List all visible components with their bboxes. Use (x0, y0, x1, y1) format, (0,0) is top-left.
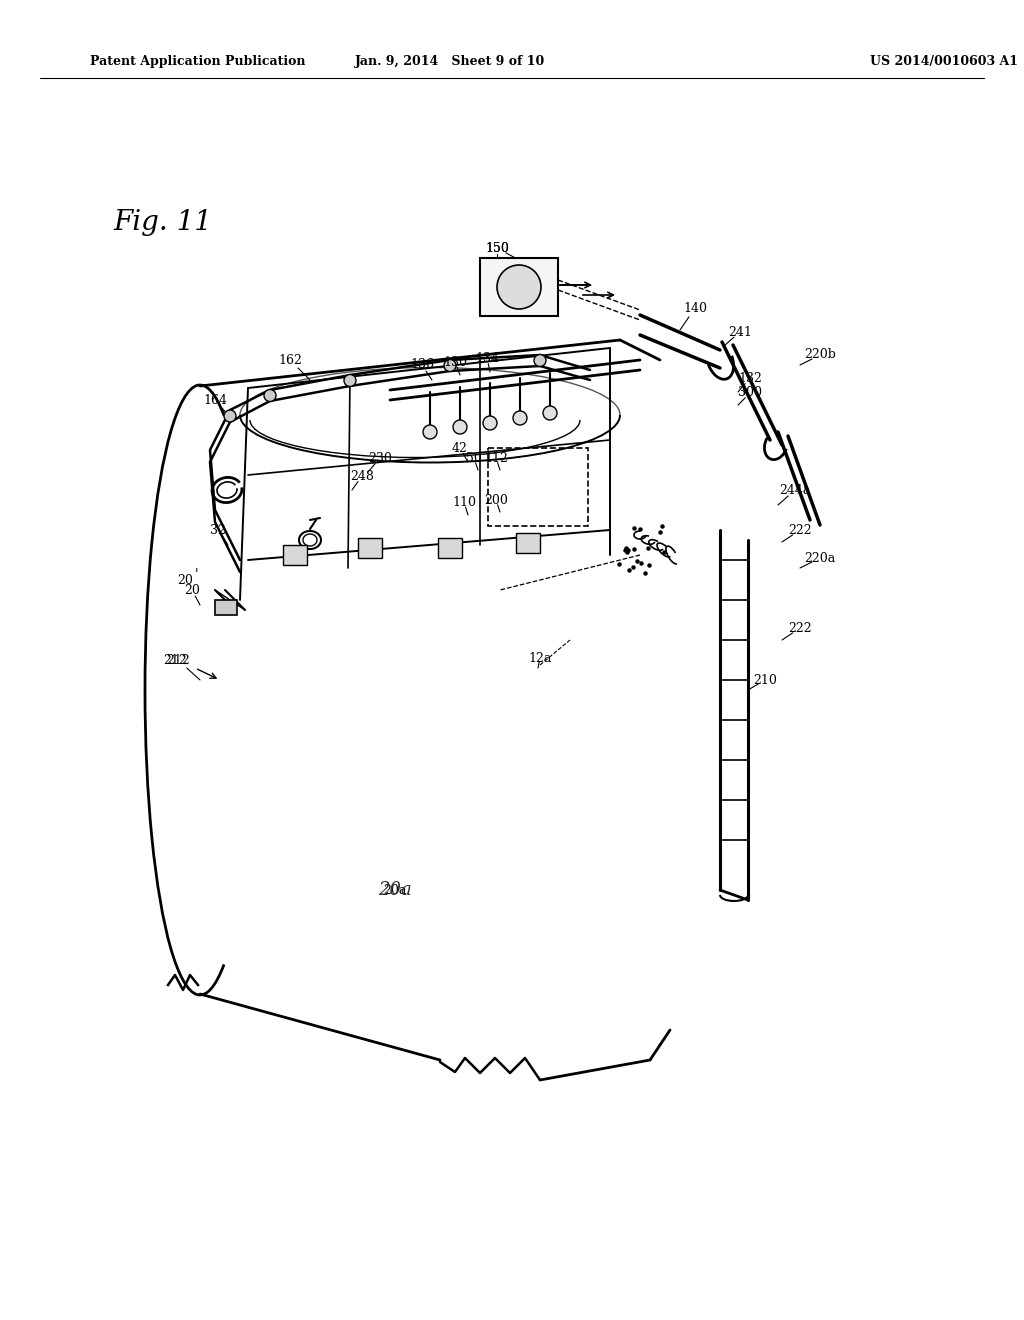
Circle shape (264, 389, 276, 401)
Text: 50: 50 (466, 451, 482, 465)
Circle shape (483, 416, 497, 430)
Text: 12a: 12a (528, 652, 552, 664)
Text: 150: 150 (485, 242, 509, 255)
Text: 220b: 220b (804, 348, 836, 362)
Text: 210: 210 (753, 673, 777, 686)
Text: 222: 222 (788, 622, 812, 635)
Text: 212: 212 (163, 653, 186, 667)
Text: 300: 300 (738, 387, 762, 400)
Bar (438, 539, 462, 558)
Text: 162: 162 (279, 354, 302, 367)
Text: ': ' (195, 568, 198, 581)
Text: 150: 150 (485, 242, 509, 255)
Text: 132: 132 (738, 371, 762, 384)
Text: 230: 230 (368, 451, 392, 465)
Text: Patent Application Publication: Patent Application Publication (90, 55, 305, 69)
Circle shape (513, 411, 527, 425)
Text: 20: 20 (177, 573, 193, 586)
Circle shape (224, 411, 236, 422)
Text: 134: 134 (475, 351, 499, 364)
Text: 200: 200 (484, 494, 508, 507)
Bar (215, 601, 237, 615)
Circle shape (423, 425, 437, 440)
Text: 20: 20 (184, 583, 200, 597)
Text: 110: 110 (452, 495, 476, 508)
Bar (488, 447, 588, 525)
Text: 32: 32 (210, 524, 226, 536)
Bar (516, 533, 540, 553)
Text: 42: 42 (452, 441, 468, 454)
Text: 241: 241 (728, 326, 752, 338)
Text: 220a: 220a (805, 552, 836, 565)
Circle shape (534, 355, 546, 367)
Text: 112: 112 (484, 451, 508, 465)
Text: 164: 164 (203, 393, 227, 407)
Circle shape (543, 407, 557, 420)
Text: 222: 222 (788, 524, 812, 536)
Circle shape (497, 265, 541, 309)
Circle shape (344, 375, 356, 387)
Bar (283, 545, 307, 565)
Text: Jan. 9, 2014   Sheet 9 of 10: Jan. 9, 2014 Sheet 9 of 10 (355, 55, 545, 69)
Text: 20a: 20a (378, 880, 412, 899)
Bar (358, 539, 382, 558)
Text: 140: 140 (683, 301, 707, 314)
Text: 136: 136 (410, 359, 434, 371)
Text: 248: 248 (350, 470, 374, 483)
Bar (480, 257, 558, 315)
Circle shape (453, 420, 467, 434)
Text: 130: 130 (443, 355, 467, 368)
Text: 244a: 244a (779, 483, 811, 496)
Text: 212: 212 (166, 653, 189, 667)
Text: US 2014/0010603 A1: US 2014/0010603 A1 (870, 55, 1018, 69)
Text: Fig. 11: Fig. 11 (114, 209, 212, 235)
Text: 20a: 20a (383, 883, 407, 896)
Circle shape (444, 359, 456, 371)
